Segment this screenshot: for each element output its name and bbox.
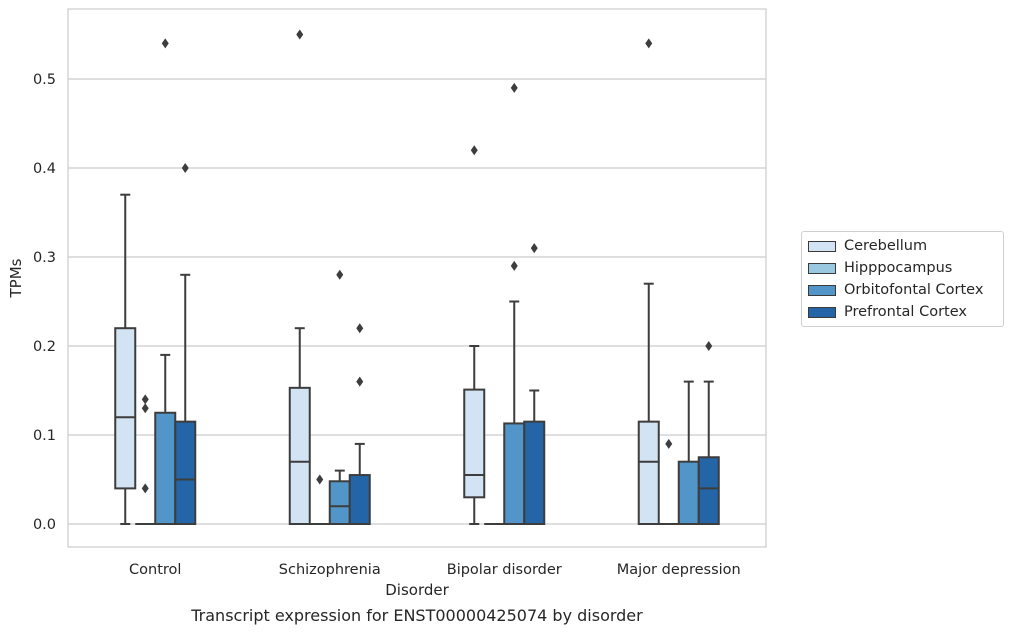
box-group [503,82,526,525]
box [503,422,526,525]
y-axis-ticks: 0.0 0.1 0.2 0.3 0.4 0.5 [33,72,56,533]
box-group [174,163,197,525]
legend-item-cerebellum: Cerebellum [808,236,927,256]
x-tick-label: Major depression [617,562,741,578]
box-group [637,38,660,525]
x-axis-label: Disorder [385,581,449,599]
outlier-point [181,163,189,173]
legend-label-cerebellum: Cerebellum [844,238,928,254]
outlier-point [161,38,169,49]
box [154,411,177,525]
y-axis-label: TPMs [7,258,25,298]
outlier-point [141,394,149,405]
outlier-point [141,483,149,494]
outlier-point [356,376,364,387]
legend-label-orbitofrontal-cortex: Orbitofontal Cortex [844,282,984,298]
outlier-point [645,38,653,49]
legend-label-prefrontal-cortex: Prefrontal Cortex [844,304,967,320]
box [677,460,700,526]
y-tick-label: 0.5 [33,72,56,88]
legend-item-orbitofrontal-cortex: Orbitofontal Cortex [808,280,983,300]
legend-item-prefrontal-cortex: Prefrontal Cortex [808,302,967,322]
legend-swatch-cerebellum [808,240,836,252]
box [637,420,660,525]
legend-label-hippocampus: Hipppocampus [844,260,953,276]
box [114,327,137,490]
outlier-point [316,474,324,485]
legend-swatch-hippocampus [808,262,836,274]
outlier-point [530,243,538,254]
y-tick-label: 0.3 [33,250,56,266]
outlier-point [141,403,149,414]
x-tick-label: Control [129,562,181,578]
plot-area-frame [67,8,767,548]
y-tick-label: 0.4 [33,161,56,177]
outlier-point [356,323,364,334]
x-axis-ticks: Control Schizophrenia Bipolar disorder Majo… [129,562,741,578]
box-group [658,438,679,525]
figure-caption: Transcript expression for ENST0000042507… [191,606,643,625]
y-tick-label: 0.1 [33,428,56,444]
box-group [154,38,177,525]
box [463,388,486,499]
box-group [309,474,330,525]
y-tick-label: 0.0 [33,517,56,533]
box [348,474,371,525]
box-group [135,394,156,525]
box-plot-series [114,29,720,526]
box-group [463,145,486,525]
x-tick-label: Bipolar disorder [447,562,562,578]
legend-swatch-prefrontal-cortex [808,306,836,318]
legend-item-hippocampus: Hipppocampus [808,258,952,278]
outlier-point [705,341,713,351]
outlier-point [296,29,304,40]
box-group [677,380,700,526]
x-tick-label: Schizophrenia [279,562,381,578]
y-tick-label: 0.2 [33,339,56,355]
outlier-point [470,145,478,156]
legend-swatch-orbitofrontal-cortex [808,284,836,296]
box-group [697,341,720,525]
legend: Cerebellum Hipppocampus Orbitofontal Cor… [801,231,1004,327]
box-group [523,243,546,525]
box [288,386,311,525]
box [328,480,351,525]
box-group [288,29,311,525]
box [697,456,720,525]
outlier-point [336,269,344,280]
outlier-point [510,260,518,271]
box [174,420,197,525]
box-group [328,269,351,525]
box-group [114,193,137,525]
box [523,420,546,525]
box-group [348,323,371,525]
outlier-point [665,438,673,449]
outlier-point [510,82,518,93]
